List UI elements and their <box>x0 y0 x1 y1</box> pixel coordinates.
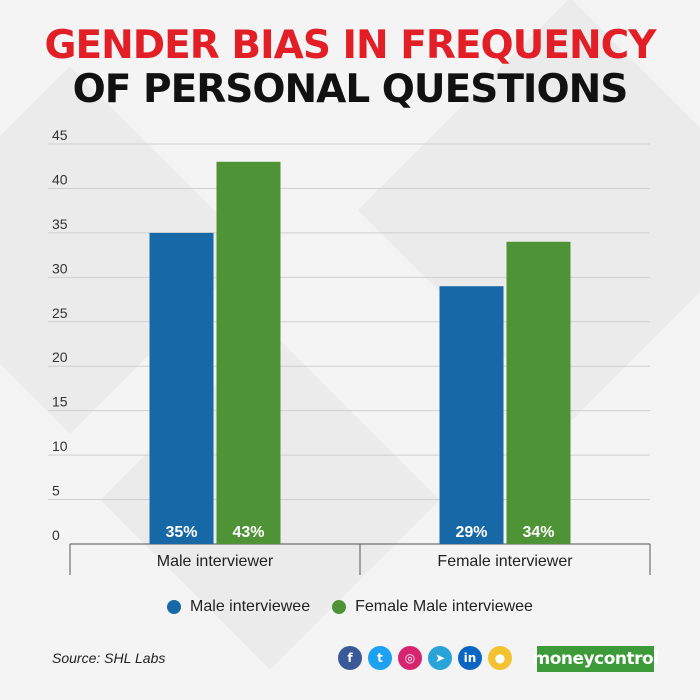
x-category-label: Male interviewer <box>157 553 274 570</box>
twitter-icon[interactable]: t <box>368 646 392 670</box>
legend-item-female-interviewee: Female Male interviewee <box>332 598 533 616</box>
x-category-label: Female interviewer <box>437 553 573 570</box>
bar-data-label: 34% <box>522 524 554 541</box>
y-tick-label: 0 <box>52 527 60 543</box>
legend-item-male-interviewee: Male interviewee <box>167 598 310 616</box>
chart-title-line-1: GENDER BIAS IN FREQUENCY <box>44 23 656 68</box>
telegram-icon[interactable]: ➤ <box>428 646 452 670</box>
bar <box>149 232 214 544</box>
bar-chart: 0 5 10 15 20 25 30 35 40 45 35% 43% Male interviewer… <box>48 127 651 575</box>
bar <box>506 241 571 544</box>
social-icons: f t ◎ ➤ in ● <box>338 646 512 670</box>
y-tick-label: 35 <box>52 216 68 232</box>
source-text: Source: SHL Labs <box>52 650 166 666</box>
bar <box>216 161 281 544</box>
y-tick-label: 25 <box>52 305 68 321</box>
y-tick-label: 30 <box>52 260 68 276</box>
linkedin-icon[interactable]: in <box>458 646 482 670</box>
y-tick-label: 40 <box>52 171 68 187</box>
bar <box>439 286 504 544</box>
y-tick-label: 20 <box>52 349 68 365</box>
legend-swatch-male-interviewee <box>167 600 182 614</box>
bar-data-label: 29% <box>455 524 487 541</box>
bar-data-label: 43% <box>232 524 264 541</box>
moneycontrol-logo: moneycontrol <box>533 646 659 672</box>
legend-label-female-interviewee: Female Male interviewee <box>355 598 533 615</box>
bar-data-label: 35% <box>165 524 197 541</box>
y-tick-label: 45 <box>52 127 68 143</box>
y-tick-label: 15 <box>52 394 68 410</box>
koo-icon[interactable]: ● <box>488 646 512 670</box>
legend-swatch-female-interviewee <box>332 600 347 614</box>
y-tick-label: 5 <box>52 483 60 499</box>
legend: Male interviewee Female Male interviewee <box>0 598 700 616</box>
legend-label-male-interviewee: Male interviewee <box>190 598 311 615</box>
facebook-icon[interactable]: f <box>338 646 362 670</box>
instagram-icon[interactable]: ◎ <box>398 646 422 670</box>
chart-title-line-2: OF PERSONAL QUESTIONS <box>72 67 629 112</box>
y-tick-label: 10 <box>52 438 68 454</box>
